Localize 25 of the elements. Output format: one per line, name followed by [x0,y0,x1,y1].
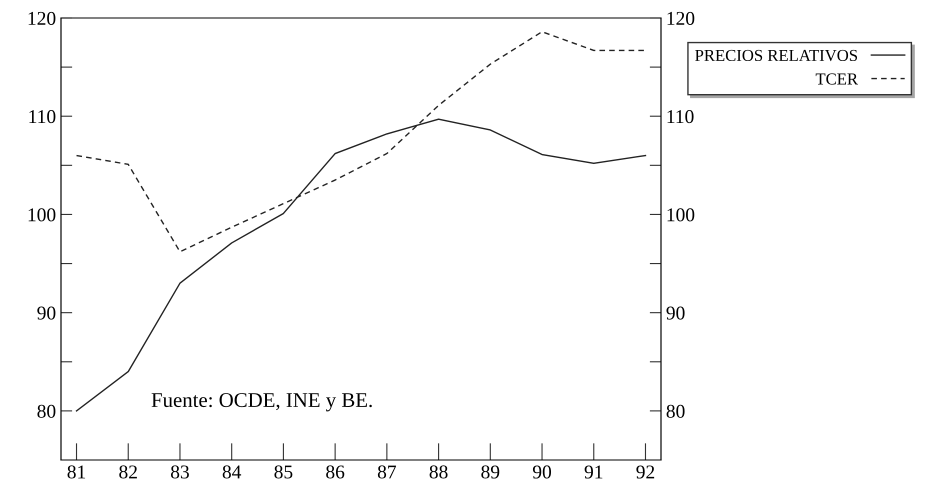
y2-tick-label: 90 [666,306,685,320]
x-tick-label: 89 [481,465,500,479]
y-tick-label: 80 [37,404,56,418]
y-tick-label: 100 [28,208,56,222]
x-tick-label: 84 [222,465,242,479]
x-tick-label: 85 [274,465,292,479]
annotation: Fuente: OCDE, INE y BE. [152,393,372,412]
x-tick-label: 92 [636,465,654,479]
x-tick-label: 88 [430,465,448,479]
y-tick-label: 110 [29,110,56,124]
x-tick-label: 90 [532,465,552,479]
y2-tick-label: 80 [666,404,685,418]
legend-label: TCER [816,73,858,85]
y-tick-label: 90 [37,306,56,320]
y-tick-label: 120 [28,12,56,25]
x-tick-label: 82 [119,465,137,479]
x-tick-label: 86 [326,465,344,479]
x-tick-label: 83 [170,465,189,479]
x-tick-label: 87 [378,465,396,479]
legend-label: PRECIOS RELATIVOS [695,50,858,62]
y2-tick-label: 100 [668,208,694,222]
x-tick-label: 81 [68,465,86,479]
y2-tick-label: 120 [668,12,694,25]
x-tick-label: 91 [584,465,602,479]
y2-tick-label: 110 [668,110,694,124]
